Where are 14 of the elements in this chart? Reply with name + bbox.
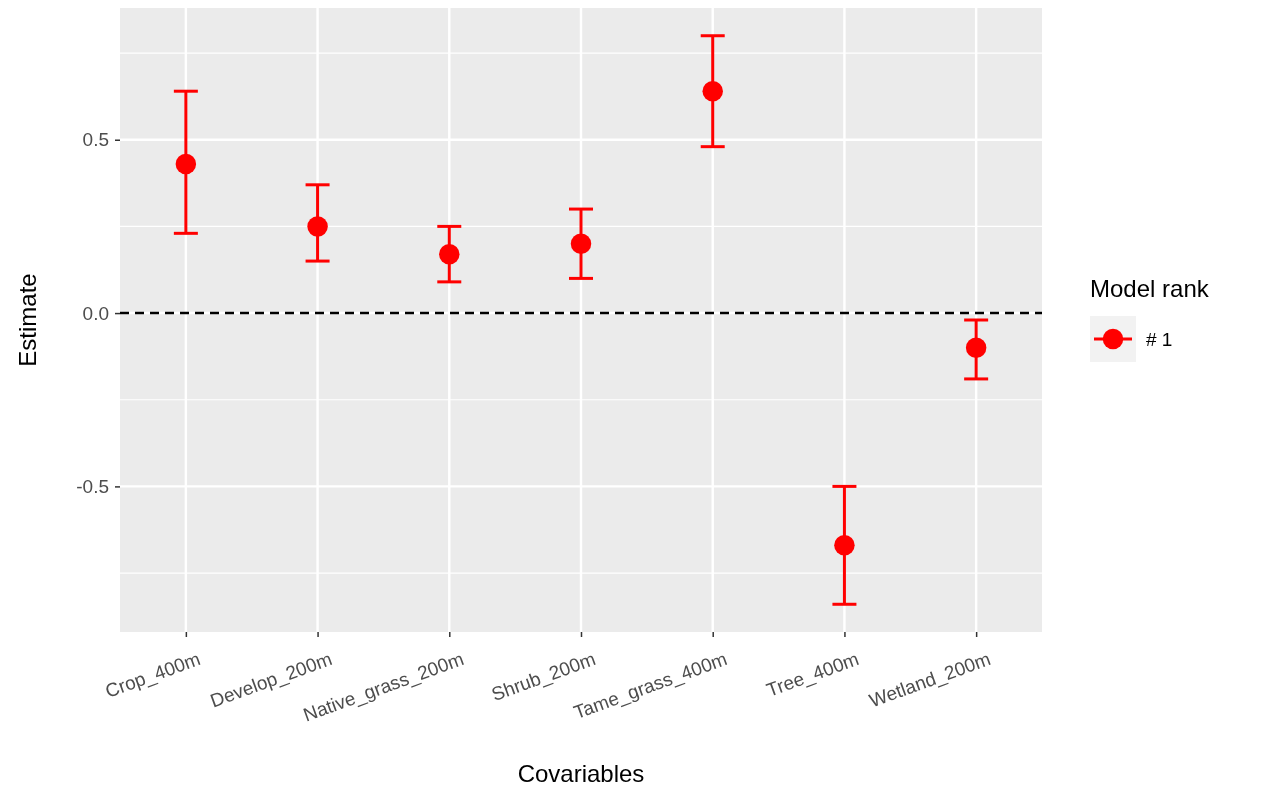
point [439,243,460,265]
y-tick-label: 0.0 [82,302,109,324]
x-axis-title: Covariables [517,760,645,787]
point [307,216,328,237]
y-tick-label: 0.5 [82,129,109,151]
legend-label: # 1 [1146,329,1173,350]
point [965,337,987,358]
point [834,535,855,556]
point [702,80,723,102]
y-tick-label: -0.5 [76,475,109,497]
y-axis-title: Estimate [14,273,41,367]
point [175,153,197,175]
point [570,233,592,254]
legend-title: Model rank [1090,275,1210,302]
